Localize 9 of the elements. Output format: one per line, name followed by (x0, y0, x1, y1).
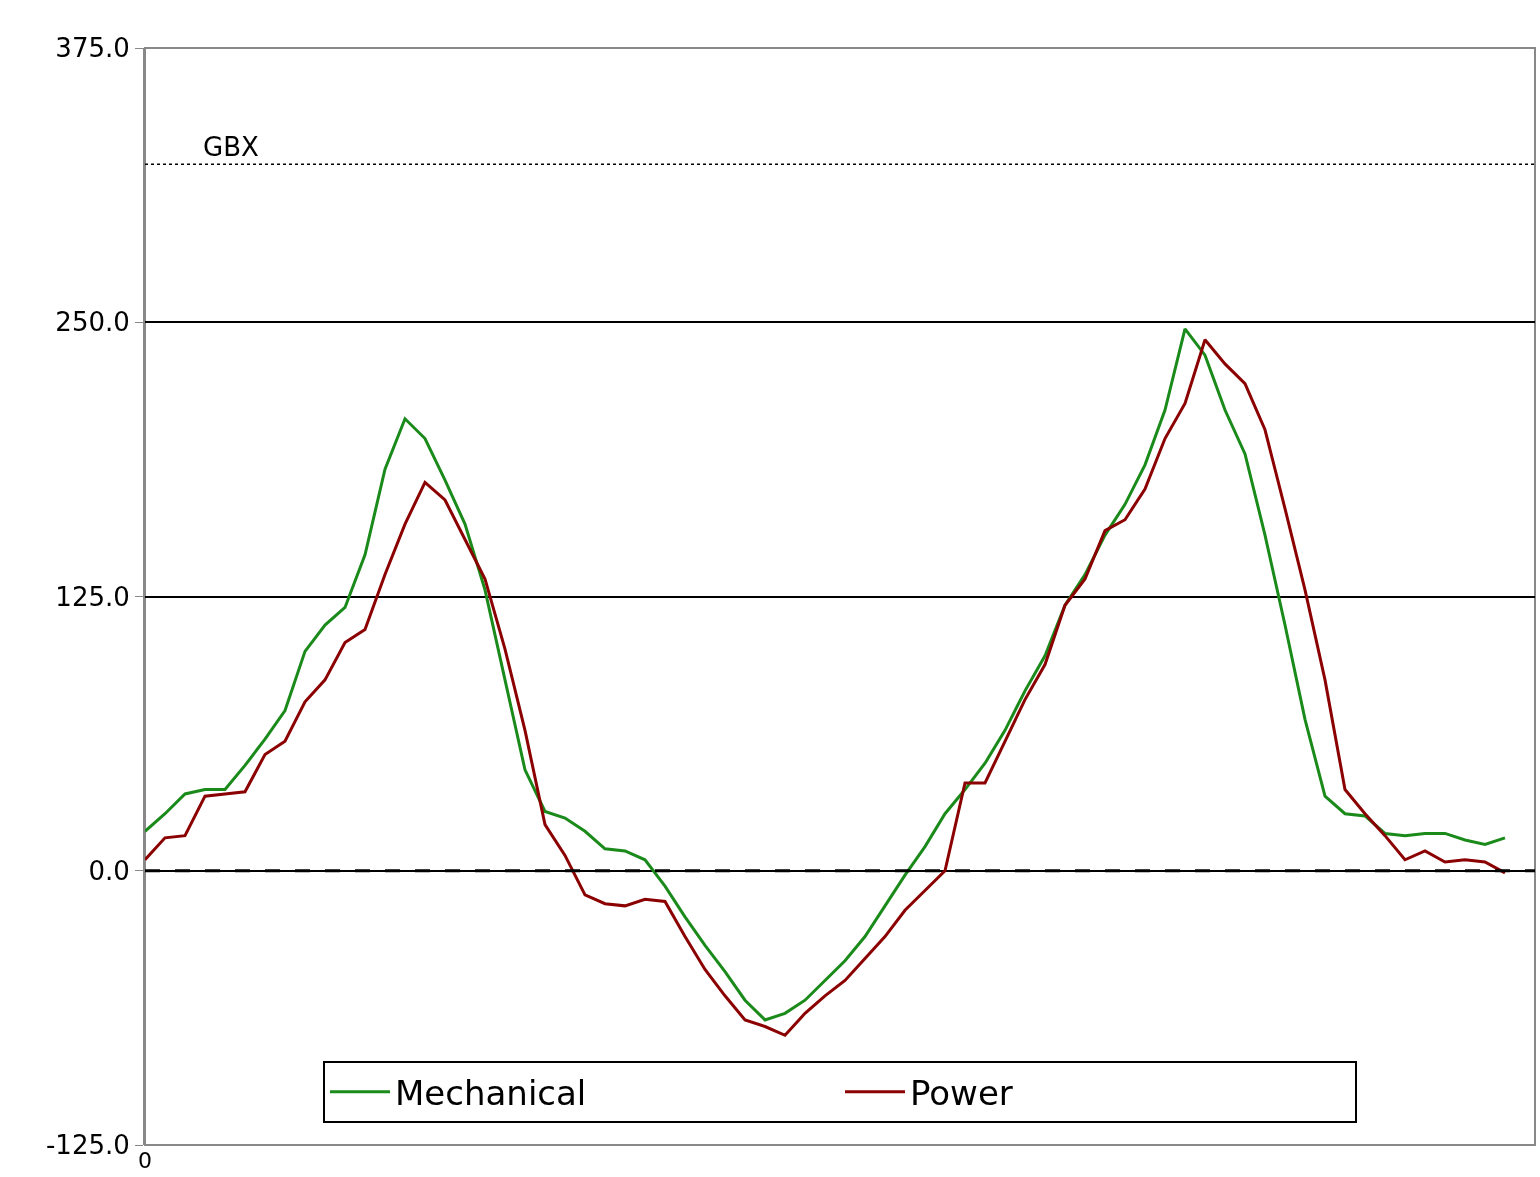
y-tick-label: -125.0 (45, 1130, 130, 1161)
y-tick-label: 0.0 (88, 855, 130, 886)
legend-label: Power (910, 1072, 1013, 1113)
y-tick-label: 125.0 (55, 581, 130, 612)
legend-label: Mechanical (395, 1072, 587, 1113)
x-tick-label: 0 (138, 1148, 152, 1173)
y-tick-label: 375.0 (55, 33, 130, 64)
y-tick-label: 250.0 (55, 307, 130, 338)
ref-line-label: GBX (203, 132, 259, 162)
